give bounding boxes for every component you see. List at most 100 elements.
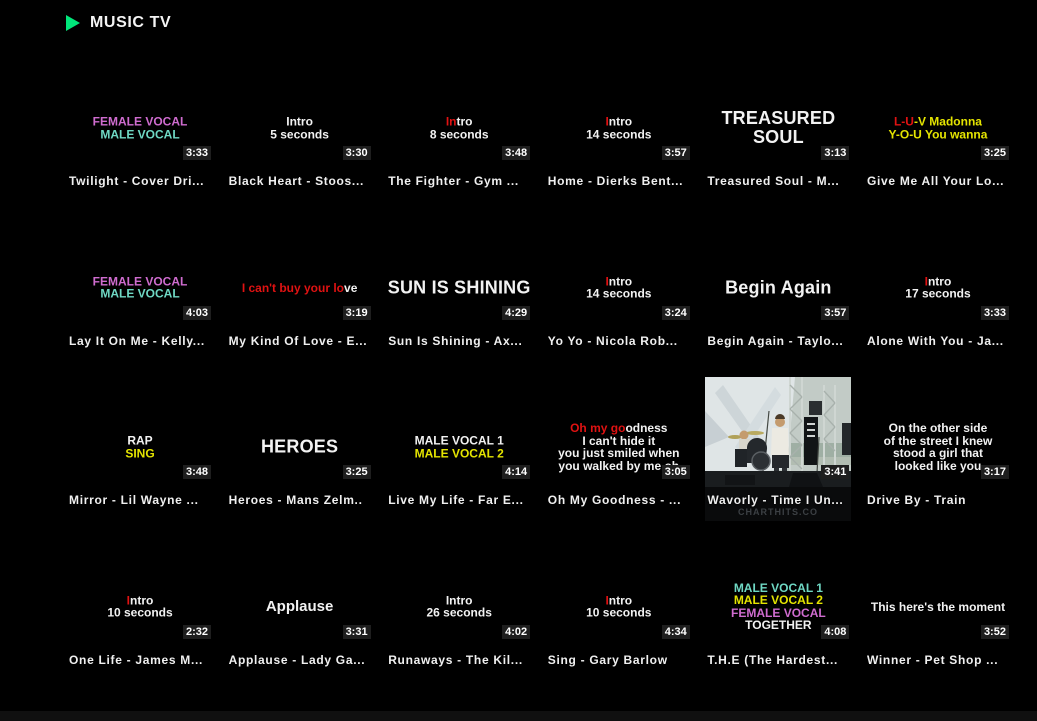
karaoke-line: This here's the moment — [870, 599, 1006, 614]
video-tile[interactable]: Begin Again 3:57 Begin Again - Taylo... — [705, 218, 851, 348]
video-thumbnail: Begin Again 3:57 — [705, 218, 851, 328]
stage-photo-thumbnail: CHARTHITS.CO — [705, 377, 852, 522]
video-tile[interactable]: SUN IS SHINING 4:29 Sun Is Shining - Ax.… — [386, 218, 532, 348]
duration-badge: 3:25 — [980, 146, 1009, 160]
duration-badge: 4:03 — [182, 305, 211, 320]
video-thumbnail: Applause 3:31 — [227, 537, 373, 647]
karaoke-preview: Oh my goodness I can't hide it you just sm… — [540, 422, 698, 472]
duration-badge: 3:33 — [182, 146, 211, 160]
video-title: Runaways - The Kil... — [388, 652, 523, 667]
video-tile[interactable]: Intro 14 seconds 3:24 Yo Yo - Nicola Rob.… — [546, 218, 692, 348]
video-thumbnail: L-U-V Madonna Y-O-U You wanna 3:25 — [865, 58, 1011, 168]
karaoke-line: Intro — [126, 593, 154, 608]
video-tile[interactable]: RAP SING 3:48 Mirror - Lil Wayne ... — [67, 377, 213, 508]
video-thumbnail: FEMALE VOCAL MALE VOCAL 4:03 — [67, 218, 213, 328]
duration-badge: 4:29 — [502, 305, 531, 320]
video-tile[interactable]: CHARTHITS.CO 3:41 Wavorly - Time I Un... — [705, 377, 852, 522]
duration-badge: 4:08 — [821, 624, 850, 639]
karaoke-line: Intro — [605, 274, 633, 289]
duration-badge: 3:48 — [182, 465, 211, 480]
karaoke-line: SING — [125, 446, 155, 461]
video-title: My Kind Of Love - E... — [228, 333, 368, 348]
video-tile[interactable]: Intro 14 seconds 3:57 Home - Dierks Bent.… — [546, 58, 692, 188]
duration-badge: 3:13 — [821, 146, 850, 160]
video-thumbnail: Intro 8 seconds 3:48 — [386, 58, 532, 168]
karaoke-line: FEMALE VOCAL — [92, 114, 188, 129]
karaoke-preview: Intro 26 seconds — [380, 594, 538, 619]
karaoke-line: 26 seconds — [426, 605, 492, 620]
video-tile[interactable]: Intro 17 seconds 3:33 Alone With You - Ja… — [865, 218, 1011, 348]
video-thumbnail: HEROES 3:25 — [227, 377, 373, 487]
karaoke-line: you just smiled when — [558, 446, 680, 461]
video-tile[interactable]: I can't buy your love 3:19 My Kind Of Lo… — [227, 218, 373, 348]
karaoke-line: Intro — [286, 114, 313, 129]
bottom-edge — [0, 711, 1037, 721]
video-title: T.H.E (The Hardest... — [707, 652, 839, 667]
video-tile[interactable]: This here's the moment 3:52 Winner - Pet… — [865, 537, 1011, 667]
video-tile[interactable]: HEROES 3:25 Heroes - Mans Zelm.. — [227, 377, 373, 507]
video-tile[interactable]: Intro 10 seconds 2:32 One Life - James M.… — [67, 537, 213, 667]
karaoke-line: MALE VOCAL 1 — [414, 433, 504, 448]
video-title: Twilight - Cover Dri... — [69, 174, 205, 188]
duration-badge: 4:14 — [502, 465, 531, 480]
karaoke-preview: L-U-V Madonna Y-O-U You wanna — [859, 115, 1017, 141]
video-title: Home - Dierks Bent... — [547, 174, 684, 188]
video-title: The Fighter - Gym ... — [388, 174, 519, 188]
video-thumbnail: Intro 14 seconds 3:24 — [546, 218, 692, 328]
video-thumbnail: Intro 10 seconds 2:32 — [67, 537, 213, 647]
karaoke-preview: Begin Again — [699, 278, 857, 297]
karaoke-line: Intro — [445, 114, 473, 129]
karaoke-line: Intro — [924, 274, 952, 289]
video-thumbnail: Intro 10 seconds 4:34 — [546, 537, 692, 647]
karaoke-line: I can't buy your love — [241, 280, 358, 295]
video-thumbnail: MALE VOCAL 1 MALE VOCAL 2 4:14 — [386, 377, 532, 487]
video-tile[interactable]: Intro 10 seconds 4:34 Sing - Gary Barlow — [546, 537, 692, 667]
karaoke-line: TREASURED SOUL — [721, 108, 836, 147]
video-tile[interactable]: FEMALE VOCAL MALE VOCAL 3:33 Twilight - C… — [67, 58, 213, 188]
karaoke-preview: SUN IS SHINING — [380, 278, 538, 297]
karaoke-line: 14 seconds — [586, 286, 652, 301]
video-tile[interactable]: Oh my goodness I can't hide it you just sm… — [546, 377, 692, 507]
video-thumbnail: 3:41 — [705, 377, 851, 487]
video-tile[interactable]: L-U-V Madonna Y-O-U You wanna 3:25 Give M… — [865, 58, 1011, 188]
duration-badge: 3:25 — [342, 465, 371, 480]
karaoke-line: you walked by me oh — [558, 458, 680, 473]
karaoke-preview: This here's the moment — [859, 599, 1017, 614]
karaoke-preview: FEMALE VOCAL MALE VOCAL — [61, 275, 219, 300]
video-title: Drive By - Train — [866, 493, 967, 508]
video-title: Treasured Soul - M... — [707, 174, 840, 188]
karaoke-line: Oh my goodness — [570, 421, 668, 436]
duration-badge: 3:33 — [980, 305, 1009, 320]
video-title: Mirror - Lil Wayne ... — [69, 493, 199, 508]
video-thumbnail: MALE VOCAL 1 MALE VOCAL 2 FEMALE VOCAL TOGE… — [705, 537, 851, 647]
video-title: Winner - Pet Shop ... — [866, 652, 999, 667]
video-tile[interactable]: MALE VOCAL 1 MALE VOCAL 2 FEMALE VOCAL TOGE… — [705, 537, 851, 667]
karaoke-line: Applause — [265, 597, 334, 615]
video-thumbnail: SUN IS SHINING 4:29 — [386, 218, 532, 328]
karaoke-line: 10 seconds — [586, 605, 652, 620]
video-tile[interactable]: FEMALE VOCAL MALE VOCAL 4:03 Lay It On Me… — [67, 218, 213, 348]
duration-badge: 3:30 — [342, 146, 371, 160]
karaoke-line: 17 seconds — [905, 286, 971, 301]
video-title: Alone With You - Ja... — [866, 333, 1004, 348]
karaoke-line: MALE VOCAL 1 — [733, 580, 823, 595]
karaoke-preview: MALE VOCAL 1 MALE VOCAL 2 FEMALE VOCAL TOGE… — [699, 582, 857, 632]
video-tile[interactable]: Intro 5 seconds 3:30 Black Heart - Stoos.… — [227, 58, 373, 188]
video-title: Give Me All Your Lo... — [866, 174, 1005, 188]
video-tile[interactable]: Intro 26 seconds 4:02 Runaways - The Kil.… — [386, 537, 532, 667]
video-tile[interactable]: On the other side of the street I knew sto… — [865, 377, 1011, 508]
duration-badge: 3:48 — [502, 146, 531, 160]
video-tile[interactable]: Applause 3:31 Applause - Lady Ga... — [227, 537, 373, 667]
karaoke-line: 10 seconds — [107, 605, 173, 620]
karaoke-line: Begin Again — [725, 277, 832, 298]
karaoke-line: On the other side — [888, 421, 988, 436]
karaoke-line: MALE VOCAL — [100, 286, 180, 301]
video-tile[interactable]: TREASURED SOUL 3:13 Treasured Soul - M..… — [705, 58, 851, 188]
video-tile[interactable]: MALE VOCAL 1 MALE VOCAL 2 4:14 Live My Li… — [386, 377, 532, 507]
karaoke-line: SUN IS SHINING — [387, 277, 531, 298]
karaoke-preview: Intro 10 seconds — [540, 594, 698, 619]
video-tile[interactable]: Intro 8 seconds 3:48 The Fighter - Gym ..… — [386, 58, 532, 188]
karaoke-preview: MALE VOCAL 1 MALE VOCAL 2 — [380, 433, 538, 460]
video-title: Sun Is Shining - Ax... — [388, 333, 523, 348]
video-grid: FEMALE VOCAL MALE VOCAL 3:33 Twilight - C… — [67, 58, 1011, 667]
